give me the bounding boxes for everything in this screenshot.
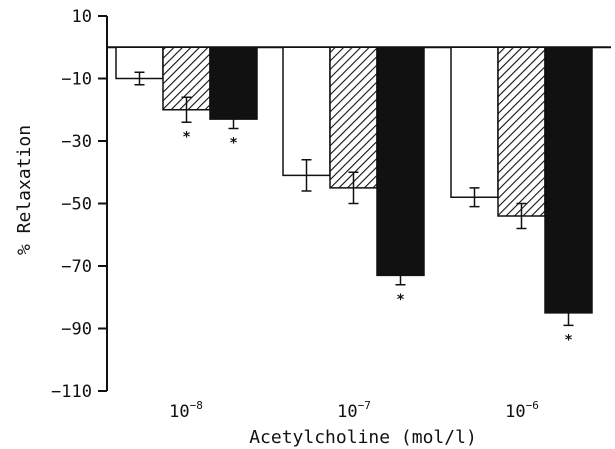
significance-marker: * bbox=[183, 129, 191, 145]
y-tick-label: −50 bbox=[61, 195, 92, 215]
x-tick-label: 10−7 bbox=[337, 399, 371, 422]
labels-layer: 10−10−30−50−70−90−110* ***10−8 10−7 10−6Ace… bbox=[14, 7, 573, 448]
y-tick-label: 10 bbox=[72, 7, 92, 27]
x-tick-base: 10 bbox=[337, 402, 357, 422]
y-tick-label: −110 bbox=[51, 382, 92, 402]
x-tick-label: 10−8 bbox=[169, 399, 203, 422]
bar-black-1 bbox=[376, 46, 425, 277]
significance-marker: * bbox=[397, 292, 405, 308]
y-tick-label: −70 bbox=[61, 257, 92, 277]
x-tick-base: 10 bbox=[169, 402, 189, 422]
x-tick-exponent: −7 bbox=[358, 399, 371, 412]
bar-black-2 bbox=[544, 46, 593, 314]
bar-hatched-2 bbox=[497, 46, 546, 217]
significance-marker: * bbox=[565, 332, 573, 348]
y-axis-title: % Relaxation bbox=[14, 125, 35, 255]
x-tick-exponent: −8 bbox=[190, 399, 203, 412]
bar-white-1 bbox=[282, 46, 331, 177]
x-tick-exponent: −6 bbox=[526, 399, 539, 412]
bar-hatched-1 bbox=[329, 46, 378, 189]
y-tick-label: −10 bbox=[61, 70, 92, 90]
y-tick-label: −30 bbox=[61, 132, 92, 152]
x-tick-label: 10−6 bbox=[505, 399, 539, 422]
x-tick-base: 10 bbox=[505, 402, 525, 422]
x-axis-title: Acetylcholine (mol/l) bbox=[249, 427, 477, 448]
y-tick-label: −90 bbox=[61, 320, 92, 340]
significance-marker: * bbox=[230, 136, 238, 152]
bar-black-0 bbox=[209, 46, 258, 120]
bars-layer bbox=[115, 46, 593, 327]
bar-white-2 bbox=[450, 46, 499, 198]
